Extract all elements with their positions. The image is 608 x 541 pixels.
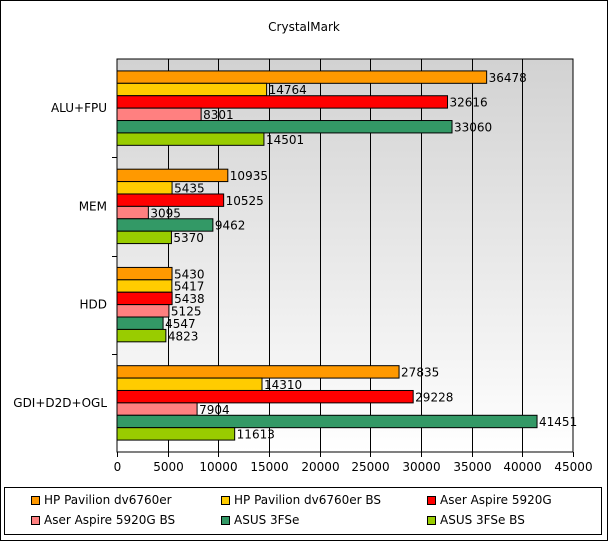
bar-value-label: 5417 <box>174 280 205 294</box>
bar-value-label: 33060 <box>454 120 492 134</box>
bar <box>116 266 173 281</box>
category-separators <box>112 157 117 355</box>
bar <box>116 132 265 146</box>
bar-value-label: 4547 <box>165 317 196 331</box>
category-label: ALU+FPU <box>51 101 107 115</box>
bars <box>116 70 538 441</box>
bar-value-label: 36478 <box>489 71 527 85</box>
bar <box>116 365 400 379</box>
bar <box>116 427 236 441</box>
x-tick-label: 25000 <box>351 460 389 474</box>
bar <box>116 95 449 109</box>
bar <box>116 205 149 220</box>
bar <box>116 181 173 195</box>
bar <box>116 70 488 84</box>
legend-label: ASUS 3FSe <box>234 513 300 527</box>
bar-value-label: 5370 <box>173 231 204 245</box>
bar <box>116 218 214 232</box>
bar <box>116 414 538 429</box>
legend-item: HP Pavilion dv6760er <box>31 492 172 508</box>
bar-value-label: 29228 <box>415 390 453 404</box>
bar-value-label: 41451 <box>539 415 577 429</box>
bar-value-label: 32616 <box>450 96 488 110</box>
legend-item: Aser Aspire 5920G <box>427 492 552 508</box>
x-tick-label: 5000 <box>153 460 184 474</box>
legend-label: ASUS 3FSe BS <box>440 513 525 527</box>
x-tick-label: 40000 <box>503 460 541 474</box>
bar-value-label: 3095 <box>150 206 181 220</box>
bar-value-label: 5430 <box>174 267 205 281</box>
bar-value-label: 14501 <box>266 133 304 147</box>
x-tick-label: 20000 <box>301 460 339 474</box>
x-tick-label: 0 <box>114 460 122 474</box>
bar-value-label: 8301 <box>203 108 234 122</box>
legend-label: HP Pavilion dv6760er <box>44 493 172 507</box>
x-axis-ticks: 0 5000 10000 15000 20000 25000 30000 35000 40000… <box>114 452 593 474</box>
chart-title: CrystalMark <box>268 20 340 34</box>
legend-swatch <box>427 495 436 505</box>
bar <box>116 193 225 207</box>
legend: HP Pavilion dv6760er HP Pavilion dv6760er… <box>4 487 602 535</box>
bar <box>116 279 173 293</box>
bar-value-label: 14764 <box>269 83 307 97</box>
legend-item: ASUS 3FSe <box>221 512 299 528</box>
bar-value-label: 5438 <box>174 292 205 306</box>
bar <box>116 120 453 134</box>
x-tick-label: 30000 <box>402 460 440 474</box>
bar-value-label: 27835 <box>401 366 439 380</box>
legend-label: Aser Aspire 5920G BS <box>44 513 176 527</box>
bar <box>116 402 198 416</box>
legend-item: HP Pavilion dv6760er BS <box>221 492 381 508</box>
legend-swatch <box>427 515 436 525</box>
bar <box>116 328 167 343</box>
bar-value-label: 9462 <box>215 219 246 233</box>
x-tick-label: 35000 <box>453 460 491 474</box>
bar-value-label: 5435 <box>174 181 205 195</box>
legend-label: HP Pavilion dv6760er BS <box>234 493 382 507</box>
legend-swatch <box>221 495 230 505</box>
bar-value-label: 10935 <box>230 169 268 183</box>
bar <box>116 377 263 391</box>
x-tick-label: 15000 <box>250 460 288 474</box>
chart: CrystalMark 36478 14764 32616 8301 33060 1450… <box>13 20 593 474</box>
category-label: HDD <box>79 298 107 312</box>
bar-value-label: 10525 <box>226 194 264 208</box>
legend-swatch <box>31 515 40 525</box>
bar <box>116 230 172 245</box>
legend-item: Aser Aspire 5920G BS <box>31 512 175 528</box>
x-tick-label: 45000 <box>554 460 592 474</box>
bar-value-label: 14310 <box>264 378 302 392</box>
category-labels: ALU+FPU MEM HDD GDI+D2D+OGL <box>13 101 107 410</box>
bar <box>116 389 414 404</box>
bar-value-label: 7904 <box>199 403 230 417</box>
bar <box>116 316 164 330</box>
bar-value-label: 4823 <box>168 329 199 343</box>
x-tick-label: 10000 <box>199 460 237 474</box>
bar <box>116 304 170 318</box>
bar <box>116 291 173 306</box>
legend-swatch <box>31 495 40 505</box>
legend-label: Aser Aspire 5920G <box>440 493 552 507</box>
bar <box>116 168 229 183</box>
category-label: MEM <box>79 199 107 213</box>
value-labels: 36478 14764 32616 8301 33060 14501 10935 5435 10… <box>150 71 577 442</box>
bar <box>116 82 268 97</box>
category-label: GDI+D2D+OGL <box>13 396 107 410</box>
legend-item: ASUS 3FSe BS <box>427 512 525 528</box>
bar <box>116 107 202 122</box>
bar-value-label: 11613 <box>237 428 275 442</box>
bar-value-label: 5125 <box>171 305 202 319</box>
legend-swatch <box>221 515 230 525</box>
